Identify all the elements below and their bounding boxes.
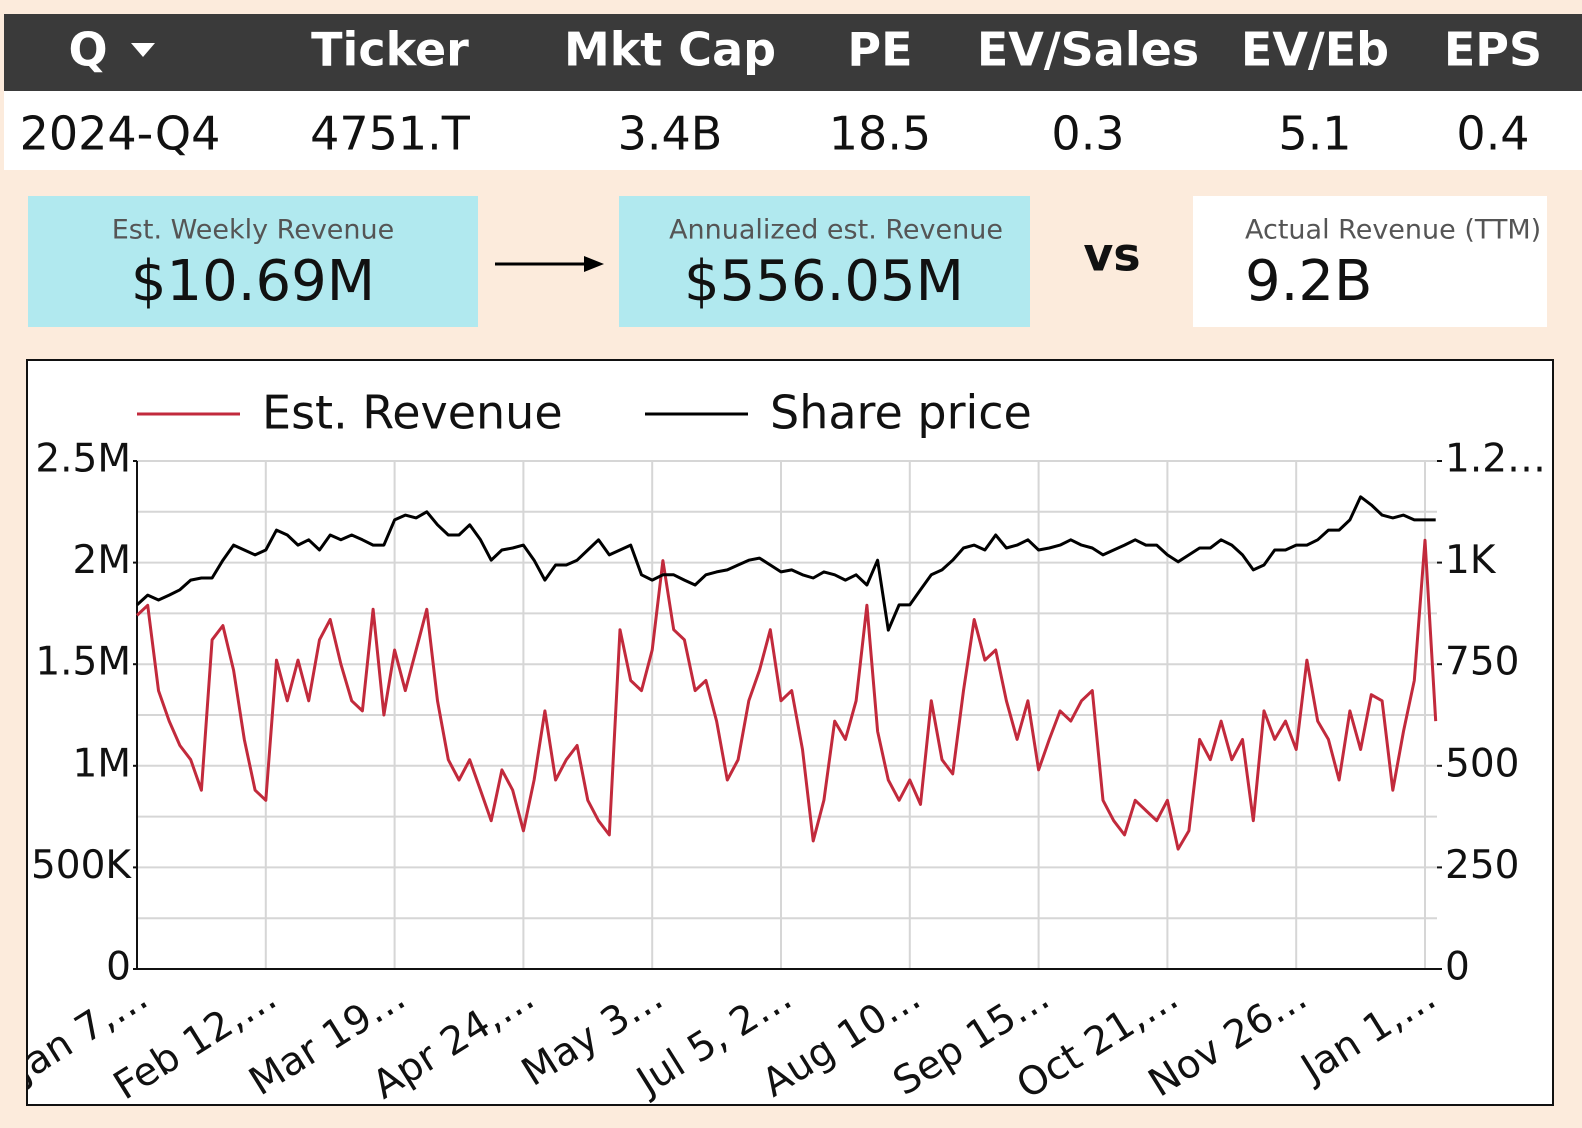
header-cell[interactable]: EV/Eb — [1241, 23, 1389, 77]
legend-label: Share price — [770, 386, 1032, 440]
card-label: Est. Weekly Revenue — [112, 215, 395, 246]
table-cell: 4751.T — [310, 107, 471, 161]
table-cell: 18.5 — [829, 107, 931, 161]
card-value: $10.69M — [131, 249, 375, 314]
sort-icon[interactable] — [131, 43, 155, 57]
card-value: 9.2B — [1245, 249, 1372, 314]
card — [619, 196, 1030, 327]
header-cell[interactable]: Ticker — [311, 23, 469, 77]
series-line — [135, 538, 1438, 851]
table-header — [4, 14, 1582, 91]
y2-tick-label: 0 — [1445, 945, 1470, 990]
y2-tick-label: 1K — [1445, 538, 1497, 583]
table-cell: 2024-Q4 — [20, 107, 221, 161]
header-cell[interactable]: EPS — [1444, 23, 1542, 77]
card-value: $556.05M — [684, 249, 964, 314]
table-cell: 0.4 — [1456, 107, 1529, 161]
card — [28, 196, 478, 327]
y-tick-label: 1.5M — [35, 640, 131, 685]
card — [1193, 196, 1547, 327]
legend-label: Est. Revenue — [262, 386, 563, 440]
card-label: Annualized est. Revenue — [669, 215, 1003, 246]
card-label: Actual Revenue (TTM) — [1245, 215, 1541, 246]
header-cell[interactable]: Q — [68, 23, 107, 77]
y2-tick-label: 500 — [1445, 741, 1519, 786]
table-cell: 5.1 — [1278, 107, 1351, 161]
table-cell: 0.3 — [1051, 107, 1124, 161]
y-tick-label: 2M — [73, 538, 131, 583]
header-cell[interactable]: EV/Sales — [977, 23, 1199, 77]
y-tick-label: 2.5M — [35, 437, 131, 482]
y2-tick-label: 1.2… — [1445, 437, 1546, 482]
table-cell: 3.4B — [618, 107, 723, 161]
header-cell[interactable]: PE — [847, 23, 912, 77]
vs-label: vs — [1083, 228, 1140, 282]
arrow-head — [584, 256, 604, 272]
header-cell[interactable]: Mkt Cap — [564, 23, 776, 77]
y2-tick-label: 250 — [1445, 843, 1519, 888]
table-row — [4, 91, 1582, 170]
series-line — [135, 495, 1436, 632]
y-tick-label: 1M — [73, 741, 131, 786]
y-tick-label: 500K — [31, 843, 132, 888]
y2-tick-label: 750 — [1445, 640, 1519, 685]
y-tick-label: 0 — [106, 945, 131, 990]
